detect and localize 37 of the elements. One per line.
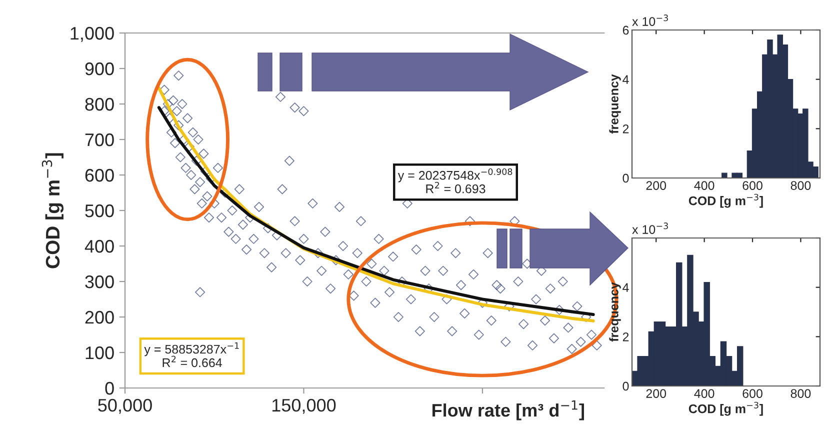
x-tick-label: 800 bbox=[790, 389, 811, 398]
y-tick-label: 400 bbox=[84, 240, 114, 253]
y-tick-label: 1,000 bbox=[70, 26, 114, 42]
x-tick-label: 600 bbox=[742, 181, 762, 190]
y-tick-label: 0 bbox=[622, 174, 629, 183]
y-tick-label: 100 bbox=[86, 346, 114, 360]
x-tick-label: 200 bbox=[646, 181, 666, 190]
y-tick-label: 200 bbox=[85, 310, 114, 324]
y-axis-title: frequency bbox=[609, 74, 621, 134]
y-tick-label: 0 bbox=[105, 382, 114, 395]
x-tick-label: 50,000 bbox=[98, 398, 152, 414]
x-tick-label: 400 bbox=[694, 181, 714, 190]
y-tick-label: 300 bbox=[85, 275, 114, 288]
x-tick-label: 600 bbox=[742, 389, 762, 398]
y-tick-label: 900 bbox=[85, 62, 114, 76]
y-tick-label: 6 bbox=[622, 26, 629, 35]
x-tick-label: 800 bbox=[790, 181, 811, 190]
y-tick-label: 500 bbox=[85, 204, 114, 218]
x-tick-label: 200 bbox=[646, 389, 666, 398]
text: x 10$^{−3}$ bbox=[632, 222, 668, 234]
y-tick-label: 4 bbox=[622, 283, 629, 292]
y-axis-title: COD [g m$^{−3}$] bbox=[42, 153, 64, 268]
y-tick-label: 4 bbox=[622, 75, 629, 84]
y-tick-label: 2 bbox=[622, 124, 629, 134]
x-axis-title: COD [g m$^{−3}$] bbox=[688, 194, 763, 208]
text: y = 20237548x$^{−0.908}$ R$^{2}$ = 0.693 bbox=[398, 168, 512, 194]
x-axis-title: COD [g m$^{−3}$] bbox=[688, 402, 763, 416]
y-tick-label: 700 bbox=[85, 133, 114, 146]
y-tick-label: 0 bbox=[622, 382, 629, 391]
text: y = 58853287x$^{−1}$ R$^{2}$ = 0.664 bbox=[144, 342, 239, 368]
y-tick-label: 2 bbox=[622, 332, 629, 342]
x-axis-title: Flow rate [m³ d$^{−1}$] bbox=[432, 400, 584, 420]
x-tick-label: 150,000 bbox=[272, 398, 336, 414]
text: x 10$^{−3}$ bbox=[632, 14, 668, 26]
y-axis-title: frequency bbox=[609, 282, 621, 342]
x-tick-label: 400 bbox=[694, 389, 714, 398]
y-tick-label: 800 bbox=[85, 98, 114, 111]
